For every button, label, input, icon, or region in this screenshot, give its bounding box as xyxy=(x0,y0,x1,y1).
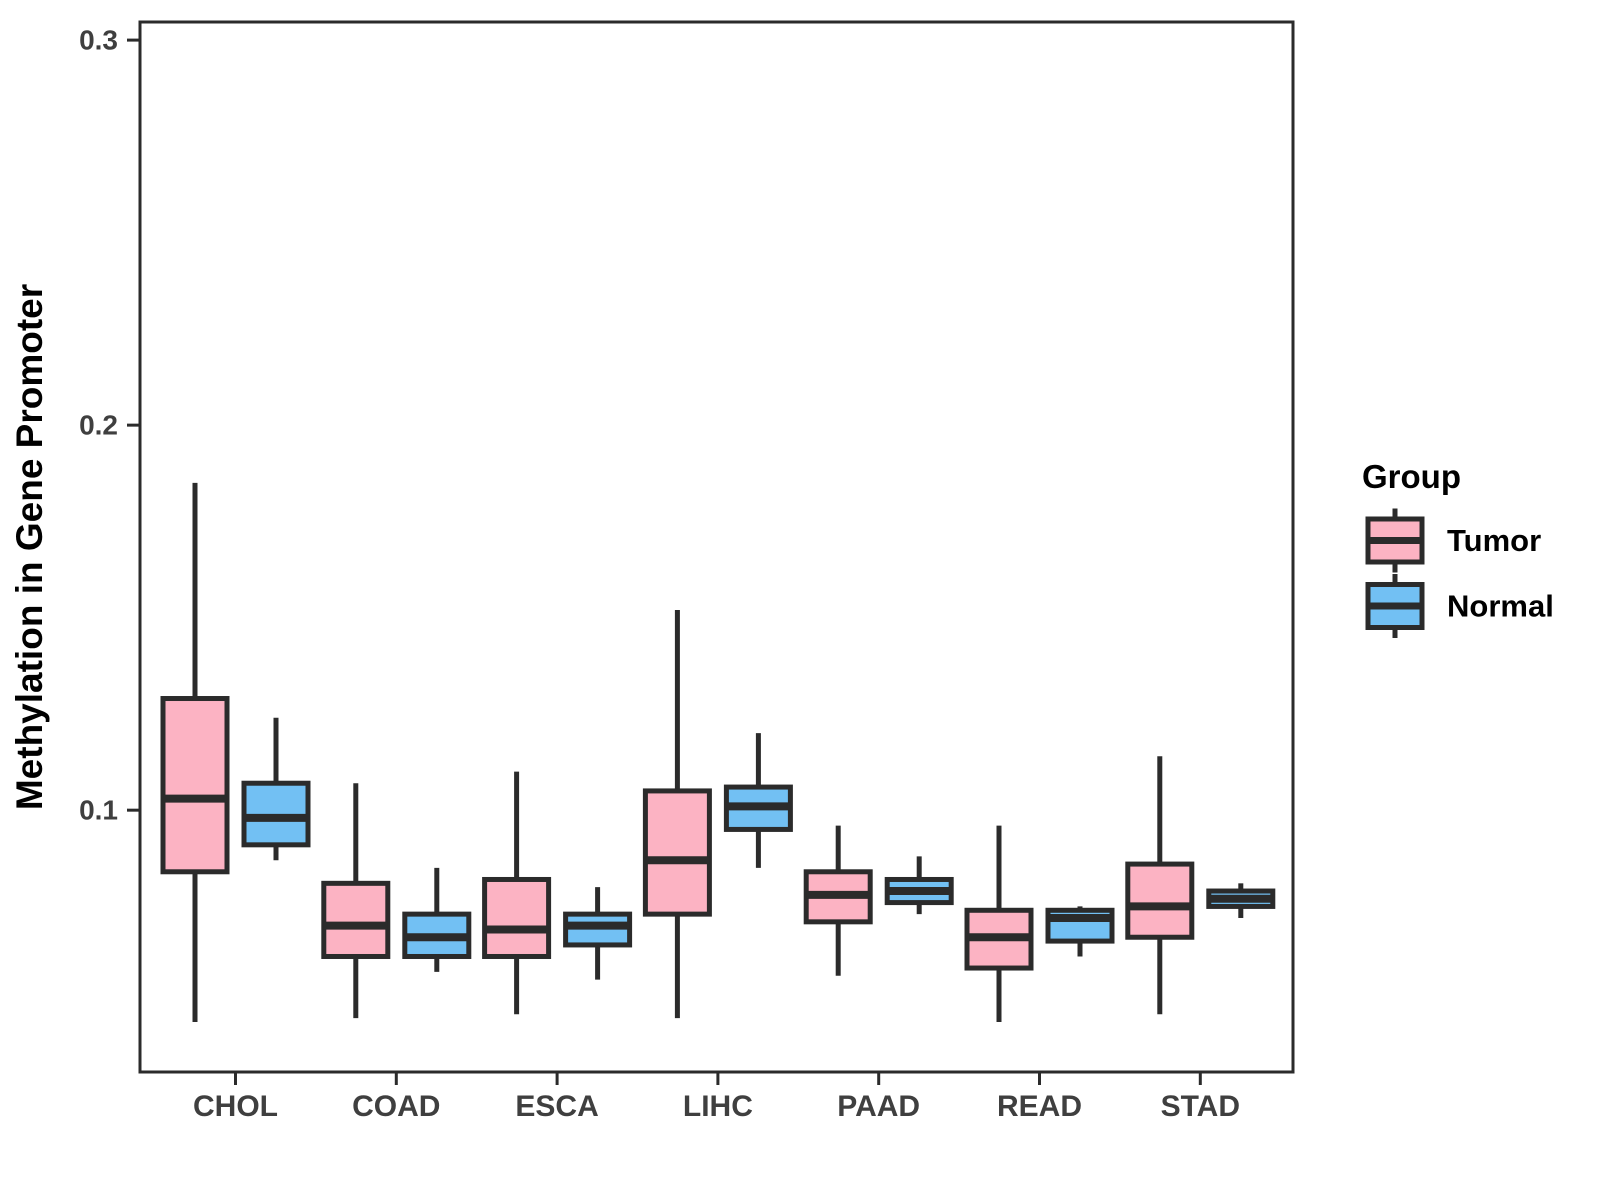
box-tumor-esca xyxy=(482,771,552,1015)
box-normal-chol xyxy=(241,717,311,861)
iqr-box xyxy=(642,788,712,917)
legend-label-tumor: Tumor xyxy=(1447,523,1541,558)
x-tick-label: COAD xyxy=(352,1090,440,1123)
y-tick-label: 0.2 xyxy=(79,410,118,441)
y-tick-label: 0.3 xyxy=(79,25,118,56)
legend-key-tumor: Tumor xyxy=(1365,508,1541,573)
x-tick-label: ESCA xyxy=(515,1090,598,1123)
box-normal-esca xyxy=(563,887,633,980)
x-tick-label: STAD xyxy=(1161,1090,1240,1123)
legend-label-normal: Normal xyxy=(1447,589,1554,624)
axes-layer: 0.3 0.2 0.1 CHOL COAD ESCA LIHC PAAD READ STAD xyxy=(79,25,1240,1123)
legend-keys: Tumor Normal xyxy=(1365,508,1554,638)
legend-key-normal: Normal xyxy=(1365,574,1554,638)
box-tumor-read xyxy=(964,825,1034,1022)
box-tumor-lihc xyxy=(642,609,712,1019)
x-tick-label: CHOL xyxy=(193,1090,278,1123)
box-tumor-stad xyxy=(1125,756,1195,1015)
iqr-box xyxy=(482,876,552,959)
x-tick-label: READ xyxy=(997,1090,1082,1123)
plot-panel-border xyxy=(138,20,1295,1074)
iqr-box xyxy=(1125,861,1195,940)
y-tick-label: 0.1 xyxy=(79,795,118,826)
iqr-box xyxy=(321,880,391,959)
box-normal-coad xyxy=(402,867,472,972)
box-normal-lihc xyxy=(723,733,793,868)
x-tick-label: PAAD xyxy=(837,1090,920,1123)
box-tumor-coad xyxy=(321,783,391,1019)
box-tumor-paad xyxy=(803,825,873,976)
y-axis-title: Methylation in Gene Promoter xyxy=(9,284,50,810)
box-normal-stad xyxy=(1206,883,1276,918)
legend-title: Group xyxy=(1362,458,1461,495)
box-tumor-chol xyxy=(160,482,230,1022)
legend: Group Tumor Normal xyxy=(1362,458,1554,638)
x-tick-label: LIHC xyxy=(683,1090,753,1123)
box-normal-read xyxy=(1045,906,1115,957)
boxplot-layer xyxy=(160,482,1276,1022)
iqr-box xyxy=(160,696,230,875)
box-normal-paad xyxy=(884,856,954,915)
